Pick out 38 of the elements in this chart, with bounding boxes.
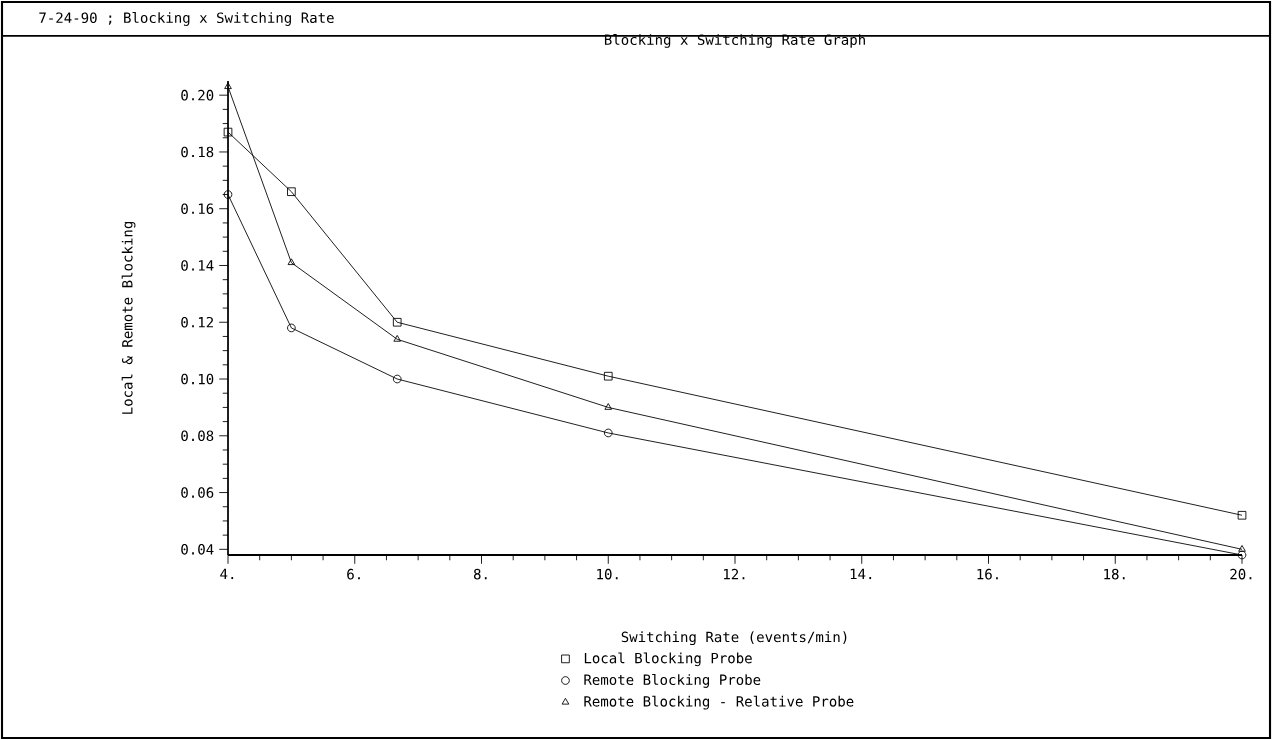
point [603, 428, 613, 438]
y-tick-label: 0.10 [181, 373, 214, 385]
point [1237, 550, 1247, 560]
y-tick-label: 0.12 [181, 316, 213, 328]
legend-label: Remote Blocking - Relative Probe [584, 695, 854, 710]
x-tick-label: 20. [1230, 568, 1252, 580]
point [1237, 510, 1247, 520]
point [1238, 545, 1246, 552]
y-tick-label: 0.16 [181, 203, 214, 215]
point [287, 258, 296, 266]
x-tick-label: 8. [473, 568, 487, 580]
x-tick-label: 16. [977, 568, 998, 580]
x-tick-label: 6. [347, 568, 360, 580]
point [223, 127, 233, 137]
y-axis-title: Local & Remote Blocking [121, 222, 136, 414]
legend-label: Local Blocking Probe [584, 652, 752, 667]
y-tick-label: 0.14 [181, 260, 214, 271]
x-axis-title: Switching Rate (events/min) [621, 631, 847, 646]
text: 7-24-90 ; Blocking x Switching Rate [39, 12, 334, 26]
point [393, 334, 402, 342]
x-tick-label: 14. [850, 568, 872, 580]
point [223, 190, 233, 199]
legend-label: Remote Blocking Probe [584, 674, 761, 688]
x-tick-label: 4. [220, 568, 234, 580]
x-tick-label: 10. [597, 568, 618, 580]
y-tick-label: 0.08 [181, 430, 214, 442]
point [392, 374, 402, 384]
y-tick-label: 0.06 [181, 487, 214, 498]
point [604, 403, 613, 410]
y-tick-label: 0.20 [181, 89, 214, 101]
point [603, 371, 613, 381]
y-tick-label: 0.18 [181, 146, 214, 158]
y-tick-label: 0.04 [181, 543, 214, 555]
point [392, 317, 402, 327]
point [287, 187, 296, 196]
x-tick-label: 12. [724, 568, 745, 580]
x-tick-label: 18. [1104, 568, 1125, 580]
point [287, 323, 296, 333]
